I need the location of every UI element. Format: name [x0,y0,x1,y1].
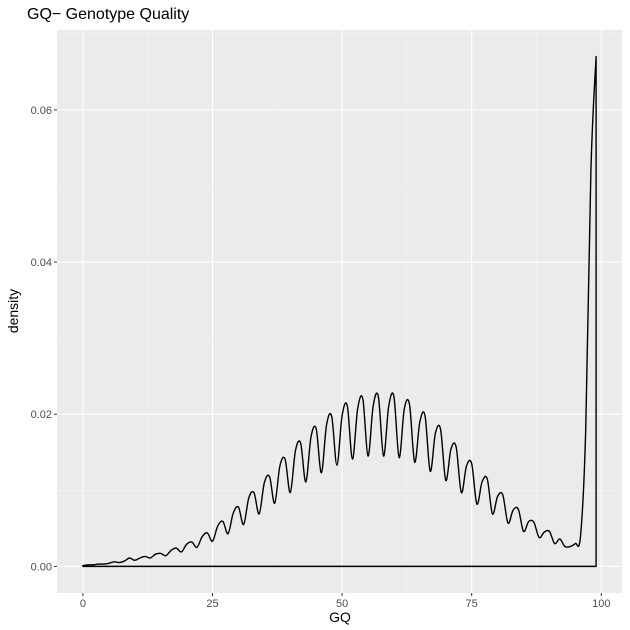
y-axis-ticks: 0.00 0.02 0.04 0.06 [31,105,57,573]
chart-title: GQ− Genotype Quality [27,6,189,23]
grid-minor [57,30,622,593]
x-axis-ticks: 0 25 50 75 100 [80,593,610,610]
plot-panel [57,30,622,593]
y-axis-title: density [5,289,21,333]
y-tick-label: 0.04 [31,257,52,269]
x-tick-label: 75 [466,598,478,610]
x-tick-label: 25 [206,598,218,610]
series-layer [82,55,597,568]
x-tick-label: 0 [80,598,86,610]
y-tick-label: 0.00 [31,561,52,573]
density-curve-0 [82,55,597,568]
x-axis-title: GQ [329,609,351,625]
y-tick-label: 0.06 [31,105,52,117]
y-tick-label: 0.02 [31,409,52,421]
x-tick-label: 50 [336,598,348,610]
x-tick-label: 100 [592,598,610,610]
